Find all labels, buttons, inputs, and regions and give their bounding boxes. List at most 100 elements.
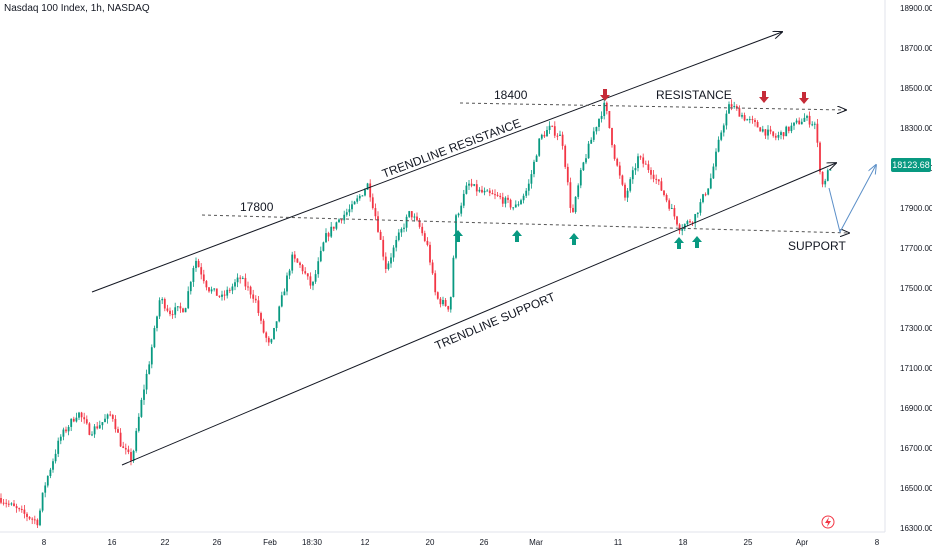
candle-body: [0, 498, 2, 503]
candle-body: [124, 447, 127, 450]
candle-body: [288, 270, 291, 276]
candle-body: [247, 286, 249, 288]
buy-signal-arrow-icon: [453, 230, 463, 242]
candle-body: [689, 221, 691, 223]
candle-body: [468, 183, 470, 186]
candle-body: [603, 102, 606, 116]
candle-body: [351, 204, 353, 210]
candle-body: [72, 418, 75, 422]
candle-body: [595, 126, 598, 132]
candle-body: [361, 195, 364, 197]
candle-body: [31, 518, 34, 520]
candle-body: [106, 414, 109, 419]
candle-body: [600, 115, 603, 119]
candle-body: [548, 125, 551, 131]
candle-body: [392, 247, 395, 258]
candle-body: [434, 273, 437, 293]
candle-body: [475, 184, 478, 192]
y-tick-label: 18300.00: [900, 124, 932, 133]
candle-body: [486, 190, 489, 192]
candle-body: [577, 185, 580, 197]
candle-body: [785, 126, 788, 137]
candle-body: [751, 119, 754, 121]
label-support: SUPPORT: [788, 239, 846, 253]
candle-body: [579, 170, 582, 186]
candle-body: [197, 260, 200, 268]
candle-body: [187, 291, 190, 309]
candle-body: [400, 228, 403, 233]
trendline-support-line: [121, 163, 836, 466]
candle-body: [470, 183, 473, 186]
candle-body: [564, 145, 567, 167]
x-tick-label: 25: [744, 538, 753, 547]
x-tick-label: 11: [614, 538, 623, 547]
candle-body: [114, 418, 117, 430]
candle-body: [746, 119, 749, 121]
candle-body: [780, 132, 782, 135]
candle-body: [668, 200, 671, 209]
candle-body: [741, 115, 743, 117]
candle-body: [140, 399, 143, 417]
candle-body: [254, 298, 257, 301]
candle-body: [592, 131, 595, 140]
candle-body: [65, 429, 67, 432]
x-tick-label: 18: [679, 538, 688, 547]
candle-body: [735, 106, 738, 109]
candle-body: [803, 117, 806, 122]
candle-body: [444, 300, 447, 307]
candle-body: [551, 125, 554, 127]
candle-body: [629, 179, 632, 191]
candle-body: [80, 412, 83, 418]
candle-body: [286, 275, 288, 292]
candle-body: [561, 134, 564, 146]
candle-body: [75, 417, 78, 422]
candle-body: [665, 194, 668, 201]
y-tick-label: 16500.00: [900, 484, 932, 493]
candle-body: [538, 138, 541, 156]
candle-body: [249, 286, 252, 295]
candle-body: [431, 262, 434, 274]
lightning-icon[interactable]: [821, 515, 835, 529]
candle-body: [260, 313, 262, 321]
candle-body: [184, 308, 187, 313]
candle-body: [46, 476, 49, 486]
candle-body: [88, 423, 91, 435]
candle-body: [304, 271, 307, 274]
candle-body: [137, 416, 140, 431]
candle-body: [494, 194, 496, 196]
last-price-label: 18123.68: [892, 160, 930, 170]
candle-body: [829, 169, 832, 171]
candle-body: [676, 216, 678, 225]
buy-signal-arrow-icon: [692, 236, 702, 248]
candle-body: [634, 168, 637, 171]
candle-body: [626, 190, 629, 198]
candle-body: [616, 158, 619, 166]
candle-body: [660, 181, 663, 191]
candle-body: [208, 287, 210, 292]
candle-body: [280, 295, 283, 307]
candle-body: [169, 310, 171, 315]
candle-body: [117, 429, 119, 433]
candle-body: [59, 436, 62, 441]
x-tick-label: Apr: [796, 538, 809, 547]
candle-body: [795, 120, 798, 123]
x-tick-label: 26: [480, 538, 489, 547]
candle-body: [200, 267, 203, 275]
candle-body: [171, 314, 174, 316]
candle-body: [429, 244, 431, 263]
candle-body: [405, 216, 408, 228]
candle-body: [148, 364, 151, 374]
candle-body: [587, 143, 590, 159]
candle-body: [722, 125, 725, 133]
candle-body: [686, 221, 689, 225]
candle-body: [309, 276, 312, 286]
candle-body: [369, 183, 372, 198]
candle-body: [774, 135, 777, 138]
x-tick-label: Feb: [263, 538, 277, 547]
candle-body: [761, 129, 764, 132]
candle-body: [111, 414, 114, 419]
candle-body: [166, 308, 169, 311]
candle-body: [325, 233, 327, 243]
candle-body: [52, 461, 54, 470]
candle-body: [421, 226, 424, 234]
